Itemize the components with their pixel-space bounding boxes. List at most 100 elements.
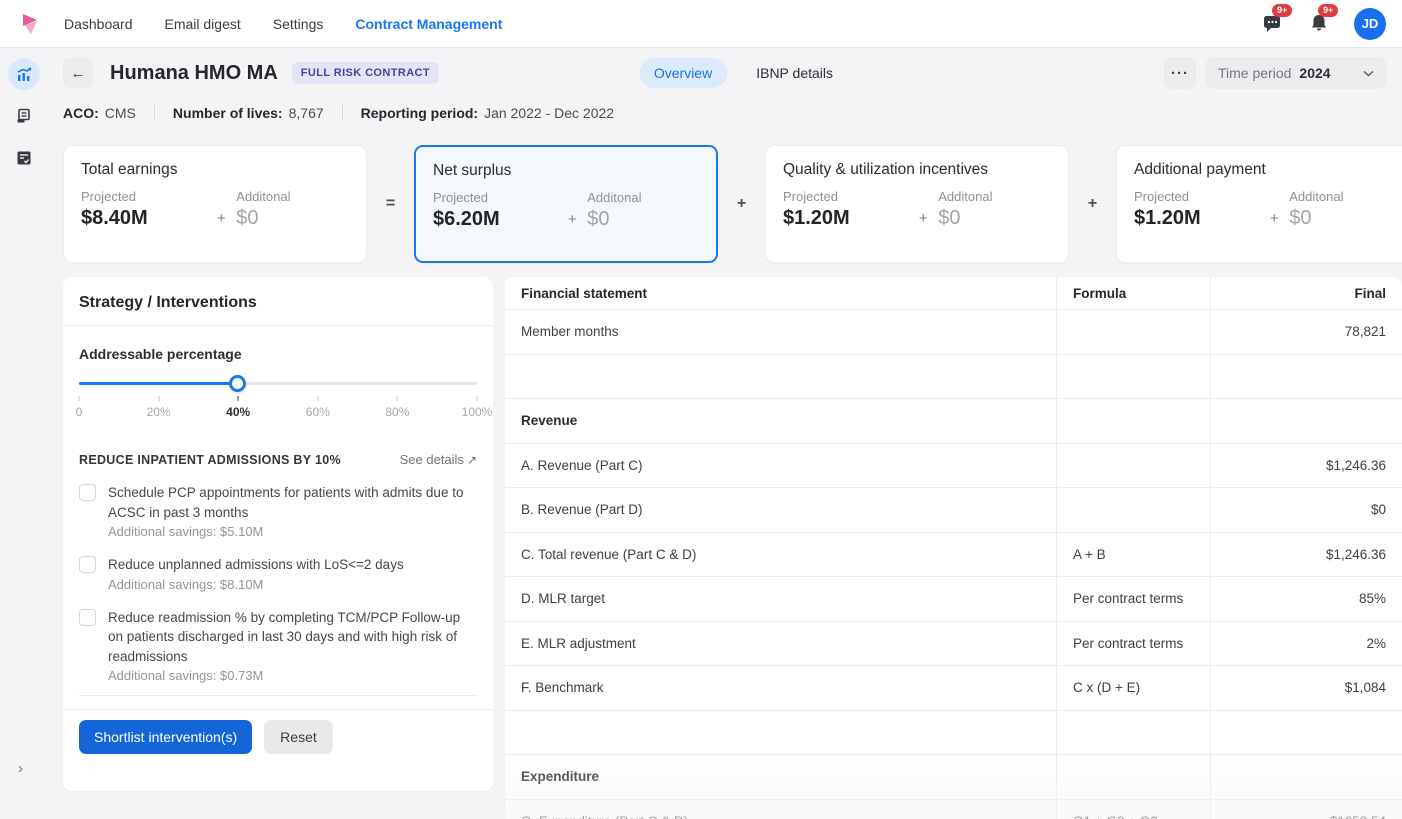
table-row: F. Benchmark C x (D + E) $1,084 [505,666,1402,711]
table-row: Member months 78,821 [505,310,1402,355]
spacer [1259,189,1289,207]
contract-type-badge: FULL RISK CONTRACT [291,62,440,84]
card-net-surplus[interactable]: Net surplus Projected Additonal $6.20M + $0 [414,145,718,263]
notifications-button[interactable]: 9+ [1308,3,1339,36]
tab-ibnp-details[interactable]: IBNP details [756,65,833,81]
time-period-dropdown[interactable]: Time period 2024 [1206,57,1386,89]
nav-item-settings[interactable]: Settings [272,15,324,32]
nav-item-dashboard[interactable]: Dashboard [64,15,133,32]
slider-tick [78,396,80,401]
user-avatar[interactable]: JD [1354,7,1386,40]
table-header-row: Financial statement Formula Final [505,277,1402,310]
sidebar-item-analytics[interactable] [8,58,40,90]
reset-button[interactable]: Reset [264,720,333,755]
checklist-icon [17,151,31,165]
table-row [505,710,1402,755]
nav-right: 9+ 9+ JD [1262,3,1386,40]
slider-tick [317,396,319,401]
card-additional-payment[interactable]: Additional payment Projected Additonal $1.2… [1116,145,1402,263]
slider-tick [158,396,160,401]
card-title: Net surplus [433,162,512,179]
chevron-down-icon [1363,70,1374,77]
additional-value: $0 [1289,207,1312,229]
chat-icon [1264,15,1280,32]
financial-statement-table: Financial statement Formula Final Member mo… [505,277,1402,819]
row-label: A. Revenue (Part C) [505,443,1057,487]
plus-sign: + [567,211,577,228]
projected-label: Projected [433,190,488,205]
slider-tick-label: 60% [305,405,330,419]
strategy-actions: Shortlist intervention(s) Reset [79,720,477,755]
additional-label: Additonal [938,189,993,204]
slider-tick [396,396,398,401]
row-formula [1057,488,1211,532]
tab-overview[interactable]: Overview [638,58,728,88]
slider-tick-label: 0 [75,405,83,419]
app-logo-icon[interactable] [16,11,42,37]
projected-label: Projected [81,189,136,204]
back-button[interactable]: ← [63,58,93,88]
sidebar-expand-chevron[interactable]: › [18,760,23,777]
chat-badge: 9+ [1272,3,1293,17]
shortlist-interventions-button[interactable]: Shortlist intervention(s) [79,720,253,755]
meta-value: 8,767 [288,104,324,121]
chat-button[interactable]: 9+ [1262,3,1293,36]
row-final [1211,755,1402,799]
sidebar-item-reports[interactable] [8,100,40,132]
addressable-percentage-slider: 0 20% 40% 60% 80% 100% [75,375,492,430]
row-formula: G1 + G2 + G3 [1057,799,1211,819]
row-final: $1,246.36 [1325,457,1386,473]
card-total-earnings[interactable]: Total earnings Projected Additonal $8.40M + $… [63,145,367,263]
card-quality-utilization-incentives[interactable]: Quality & utilization incentives Projecte… [765,145,1069,263]
table-row: G. Expenditure (Part C & D)G1 + G2 + G3$… [505,799,1402,819]
sidebar-item-tasks[interactable] [8,142,40,174]
slider-track[interactable] [79,382,477,385]
card-values: Projected Additonal $6.20M + $0 [433,190,699,231]
additional-label: Additonal [587,190,642,205]
table-row: Revenue [505,399,1402,444]
intervention-checkbox[interactable] [79,484,96,501]
row-formula [1057,755,1211,799]
contract-meta: ACO: CMS Number of lives: 8,767 Reporting pe… [63,104,650,121]
intervention-text: Schedule PCP appointments for patients w… [108,485,464,520]
additional-label: Additonal [1289,189,1344,204]
addressable-percentage-label: Addressable percentage [79,346,242,362]
row-formula: Per contract terms [1057,577,1211,621]
table-row: E. MLR adjustment Per contract terms 2% [505,621,1402,666]
intervention-savings: Additional savings: $8.10M [108,576,264,592]
meta-value: Jan 2022 - Dec 2022 [484,104,615,121]
additional-value: $0 [938,207,961,229]
projected-label: Projected [1134,189,1189,204]
earnings-cards: Total earnings Projected Additonal $8.40M + $… [63,145,1402,263]
intervention-savings: Additional savings: $0.73M [108,668,264,684]
table-row: D. MLR target Per contract terms 85% [505,577,1402,622]
meta-item-reporting-period: Reporting period: Jan 2022 - Dec 2022 [361,104,632,121]
intervention-checkbox[interactable] [79,608,96,626]
card-operator: + [1087,195,1098,212]
row-final: $1052.54 [1211,800,1402,819]
slider-tick [237,396,239,401]
nav-item-contract-management[interactable]: Contract Management [355,15,503,32]
table-row: A. Revenue (Part C) $1,246.36 [505,443,1402,488]
row-final [1211,399,1402,443]
intervention-savings: Additional savings: $5.10M [108,524,264,540]
card-values: Projected Additonal $8.40M + $0 [81,189,349,230]
divider [63,325,493,326]
chart-icon [17,66,31,81]
slider-handle[interactable] [229,375,247,392]
card-title: Quality & utilization incentives [783,161,989,178]
intervention-checkbox[interactable] [79,556,96,574]
nav-items: Dashboard Email digest Settings Contract Ma… [64,16,502,32]
see-details-link[interactable]: See details ↗ [399,452,477,467]
more-options-button[interactable]: ··· [1164,57,1196,89]
table-row [505,354,1402,399]
column-header: Formula [1057,277,1211,309]
row-final: $0 [1370,502,1386,518]
nav-item-email-digest[interactable]: Email digest [164,15,241,32]
table-row: C. Total revenue (Part C & D) A + B $1,246… [505,532,1402,577]
row-formula [1057,443,1211,487]
row-formula [1057,710,1211,754]
intervention-item: Reduce readmission % by completing TCM/P… [79,608,477,684]
intervention-group-header: REDUCE INPATIENT ADMISSIONS BY 10% See d… [79,452,477,467]
additional-label: Additonal [236,189,291,204]
